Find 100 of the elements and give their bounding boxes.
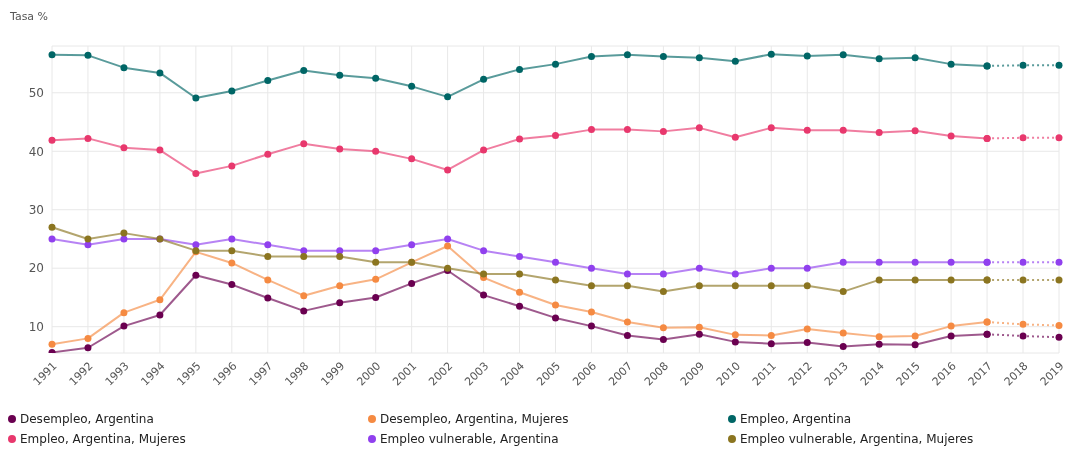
point (408, 279, 416, 287)
point (336, 282, 344, 290)
point (480, 247, 488, 255)
point (767, 331, 775, 339)
point (48, 340, 56, 348)
legend-label: Empleo, Argentina, Mujeres (20, 432, 186, 446)
point (192, 169, 200, 177)
point (839, 343, 847, 351)
point (228, 259, 236, 267)
point (552, 131, 559, 139)
point (300, 253, 308, 261)
point (695, 264, 703, 272)
point (192, 241, 200, 249)
point (911, 341, 919, 349)
point (120, 64, 128, 72)
point (84, 344, 92, 352)
point (300, 247, 308, 255)
point (120, 322, 128, 330)
point (767, 340, 775, 348)
point (803, 282, 811, 290)
y-tick-label: 40 (28, 144, 44, 159)
y-tick-label: 10 (28, 319, 44, 334)
point (336, 145, 344, 153)
legend-label: Empleo, Argentina (740, 412, 852, 426)
point (695, 330, 703, 338)
point (623, 270, 631, 278)
point (875, 276, 883, 284)
point (623, 126, 631, 134)
point (264, 294, 272, 302)
point (659, 270, 667, 278)
point (695, 124, 703, 132)
point (228, 281, 236, 289)
point (1019, 320, 1027, 328)
point (120, 144, 128, 152)
point (911, 54, 919, 62)
point (947, 258, 955, 266)
point (300, 67, 308, 75)
point (659, 53, 667, 61)
point (587, 282, 595, 290)
point (875, 55, 883, 63)
point (1019, 258, 1027, 266)
point (336, 247, 344, 255)
point (875, 340, 883, 348)
point (1055, 134, 1063, 142)
point (372, 258, 380, 266)
point (695, 323, 703, 331)
point (552, 301, 559, 309)
point (552, 258, 559, 266)
y-tick-label: 50 (28, 86, 44, 101)
point (947, 332, 955, 340)
point (731, 331, 739, 339)
point (264, 241, 272, 249)
point (803, 338, 811, 346)
point (372, 247, 380, 255)
point (875, 129, 883, 137)
point (336, 253, 344, 261)
point (48, 235, 56, 243)
point (372, 147, 380, 155)
point (947, 60, 955, 68)
point (48, 223, 56, 231)
point (156, 311, 164, 319)
point (983, 318, 991, 326)
point (516, 253, 524, 261)
point (228, 162, 236, 170)
point (947, 132, 955, 140)
point (911, 258, 919, 266)
point (480, 270, 488, 278)
point (372, 275, 380, 283)
point (264, 77, 272, 84)
point (623, 331, 631, 339)
point (983, 62, 991, 70)
point (516, 288, 524, 296)
y-axis-title: Tasa % (10, 10, 49, 23)
point (192, 271, 200, 279)
point (731, 270, 739, 278)
point (983, 330, 991, 338)
point (516, 135, 524, 143)
point (587, 53, 595, 61)
point (1019, 332, 1027, 340)
point (875, 333, 883, 341)
point (1055, 276, 1063, 284)
point (659, 336, 667, 344)
point (264, 150, 272, 158)
point (84, 51, 92, 59)
point (803, 264, 811, 272)
point (839, 126, 847, 134)
point (1055, 333, 1063, 341)
point (336, 299, 344, 307)
point (408, 155, 416, 163)
point (731, 57, 739, 65)
point (1055, 322, 1063, 330)
point (911, 276, 919, 284)
point (156, 69, 164, 77)
point (516, 65, 524, 73)
point (911, 127, 919, 135)
point (839, 288, 847, 296)
point (48, 51, 56, 59)
point (659, 288, 667, 296)
point (1019, 134, 1027, 142)
point (659, 127, 667, 135)
